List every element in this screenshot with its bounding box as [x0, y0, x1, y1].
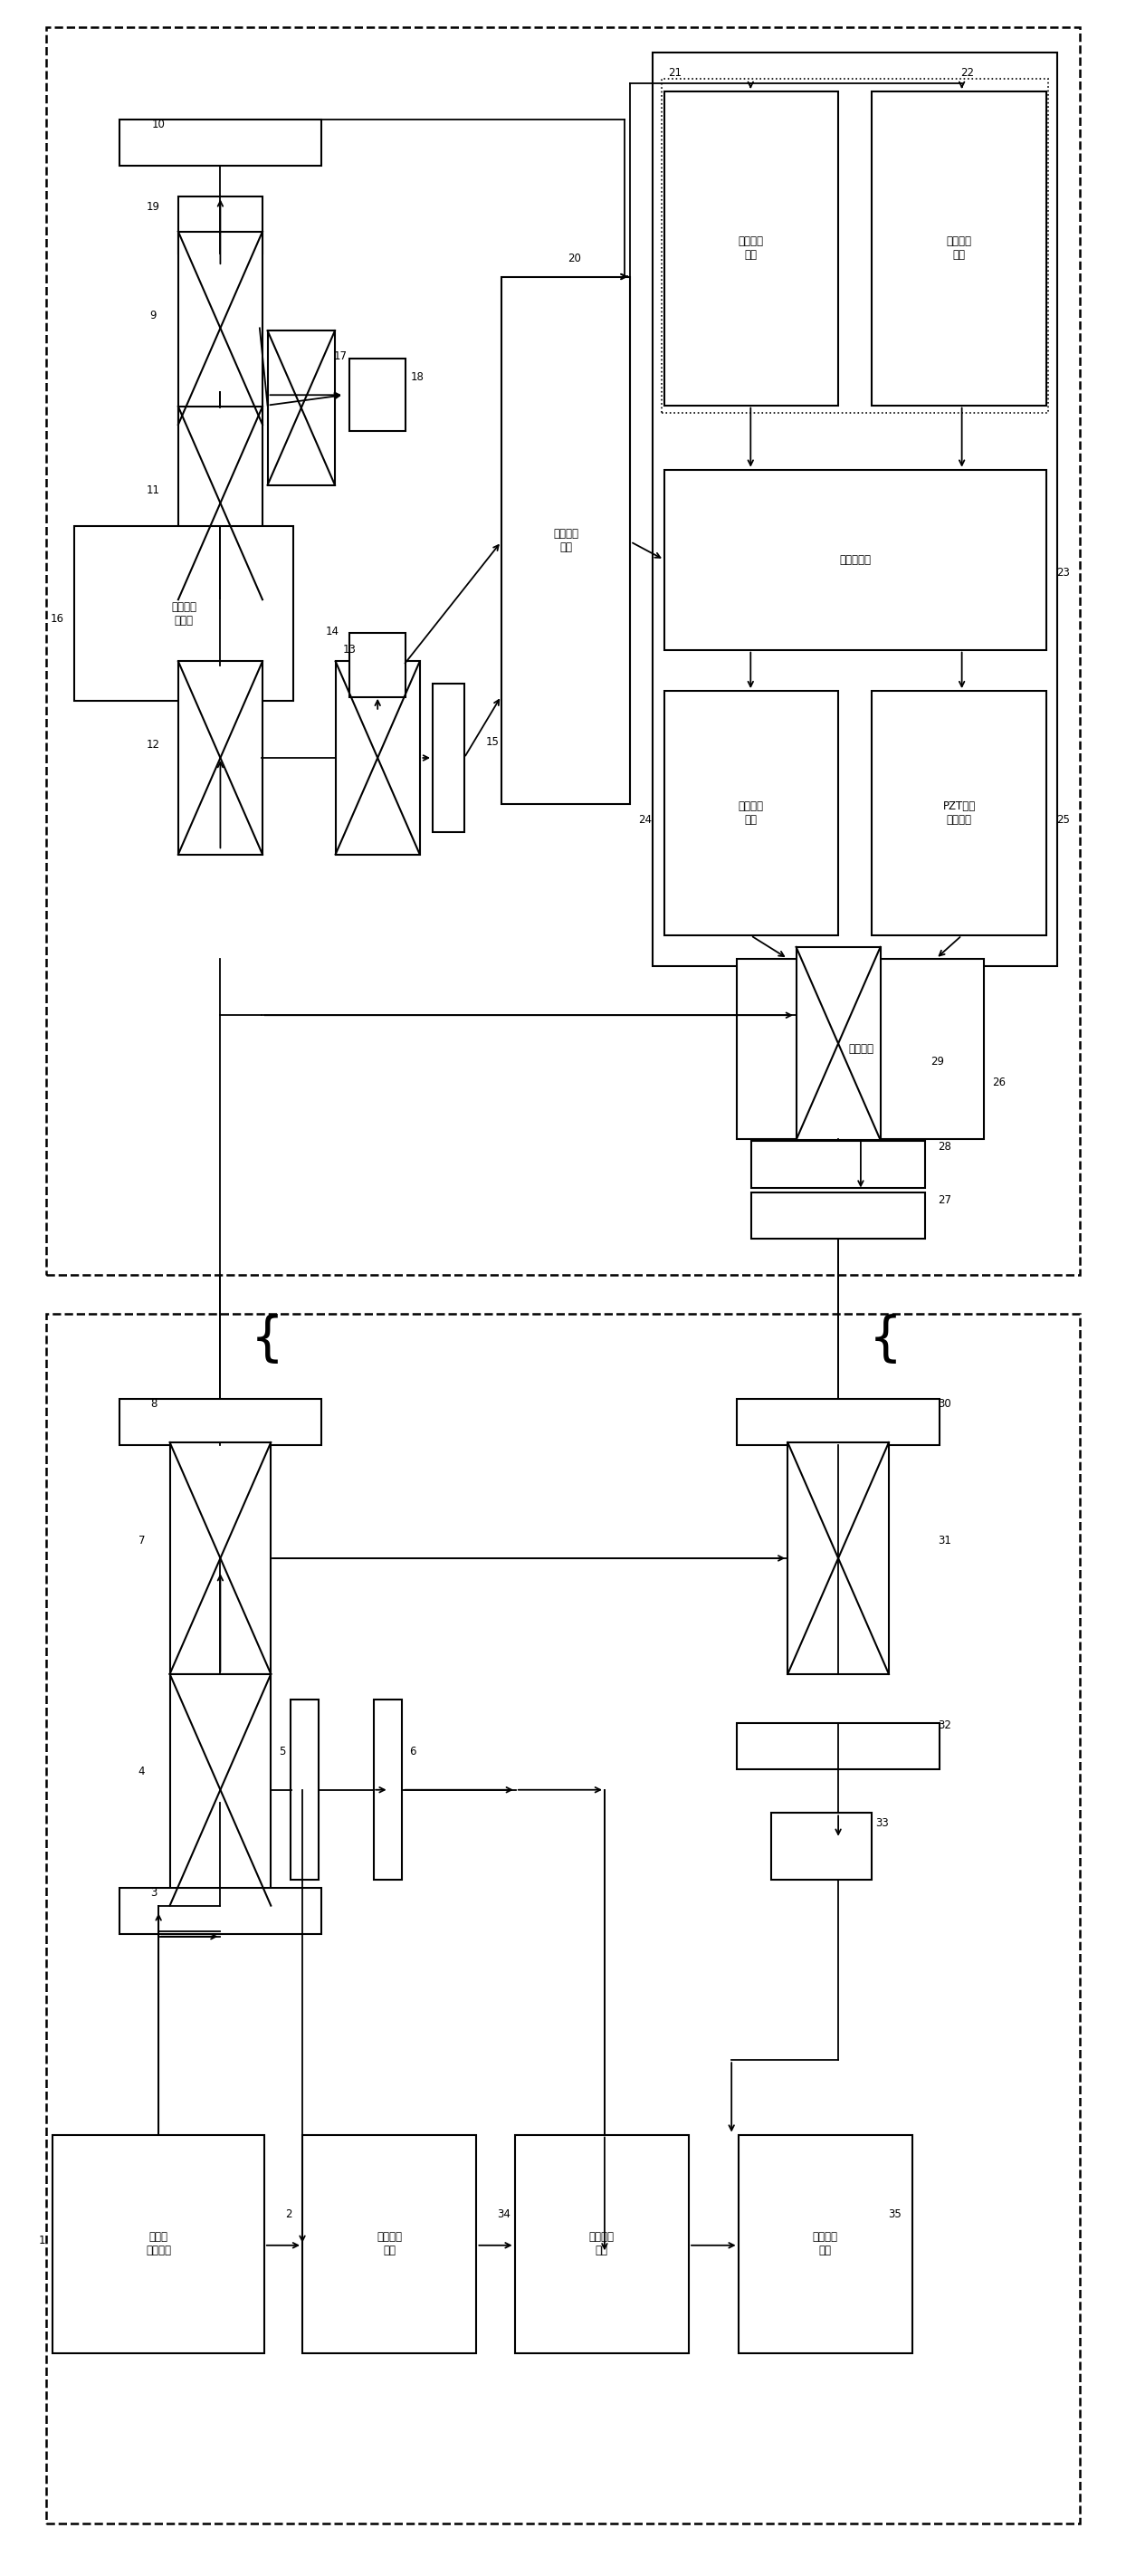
Bar [738, 1723, 939, 1770]
Text: 激光模块: 激光模块 [848, 1043, 874, 1054]
Text: 频率测量
模块: 频率测量 模块 [739, 234, 763, 260]
Bar [664, 690, 838, 935]
Text: 22: 22 [960, 67, 974, 80]
Bar [178, 662, 262, 855]
Text: 21: 21 [669, 67, 682, 80]
Text: 6: 6 [409, 1747, 415, 1757]
Text: 28: 28 [938, 1141, 951, 1151]
Text: 8: 8 [151, 1399, 158, 1409]
Text: {: { [251, 1314, 285, 1365]
Bar [662, 77, 1048, 412]
Text: 27: 27 [938, 1195, 951, 1206]
Text: 26: 26 [992, 1077, 1006, 1087]
Text: 数字控制器: 数字控制器 [839, 554, 870, 567]
Text: 2: 2 [286, 2208, 293, 2221]
Bar [788, 1443, 888, 1674]
Text: 11: 11 [146, 484, 160, 497]
Text: 20: 20 [568, 252, 581, 265]
Bar [268, 330, 334, 484]
Text: 32: 32 [938, 1721, 951, 1731]
Text: 35: 35 [887, 2208, 901, 2221]
Bar [46, 1314, 1080, 2524]
Text: 12: 12 [146, 739, 160, 750]
Bar [53, 2136, 265, 2354]
Bar [336, 662, 420, 855]
Bar [170, 1443, 271, 1674]
Bar [872, 690, 1046, 935]
Text: 信号调理
模块: 信号调理 模块 [553, 528, 579, 554]
Bar [432, 683, 464, 832]
Bar [771, 1814, 872, 1880]
Bar [349, 358, 405, 430]
Text: 9: 9 [150, 309, 157, 322]
Bar [119, 118, 321, 165]
Bar [119, 1888, 321, 1935]
Bar [751, 1141, 926, 1188]
Text: 23: 23 [1056, 567, 1070, 580]
Bar [751, 1193, 926, 1239]
Bar [119, 1399, 321, 1445]
Text: 7: 7 [138, 1535, 145, 1546]
Bar [291, 1700, 319, 1880]
Bar [653, 52, 1057, 966]
Bar [374, 1700, 402, 1880]
Bar [349, 634, 405, 698]
Text: 5: 5 [279, 1747, 286, 1757]
Text: 34: 34 [497, 2208, 510, 2221]
Text: 正交相位
模块: 正交相位 模块 [946, 234, 972, 260]
Bar [739, 2136, 912, 2354]
Text: 24: 24 [638, 814, 652, 824]
Text: 相位细分
模块: 相位细分 模块 [589, 2231, 615, 2257]
Text: 光学相位
延迟器: 光学相位 延迟器 [171, 600, 197, 626]
Text: 1: 1 [38, 2233, 45, 2246]
Text: 29: 29 [930, 1056, 944, 1066]
Text: 位移计算
模块: 位移计算 模块 [813, 2231, 838, 2257]
Text: 33: 33 [875, 1819, 888, 1829]
Bar [74, 526, 294, 701]
Bar [178, 232, 262, 425]
Bar [664, 90, 838, 404]
Text: 18: 18 [410, 371, 423, 384]
Text: 15: 15 [485, 737, 499, 747]
Text: 10: 10 [152, 118, 166, 131]
Bar [872, 90, 1046, 404]
Text: 17: 17 [333, 350, 347, 363]
Text: 频率控制
模块: 频率控制 模块 [377, 2231, 402, 2257]
Bar [178, 407, 262, 600]
Text: {: { [868, 1314, 902, 1365]
Bar [46, 26, 1080, 1275]
Bar [501, 276, 631, 804]
Text: 16: 16 [51, 613, 64, 626]
Text: 30: 30 [938, 1399, 951, 1409]
Text: PZT驱动
控制模块: PZT驱动 控制模块 [942, 801, 975, 827]
Bar [738, 958, 984, 1139]
Text: 温度控制
模块: 温度控制 模块 [739, 801, 763, 827]
Bar [178, 196, 262, 252]
Bar [170, 1674, 271, 1906]
Bar [515, 2136, 689, 2354]
Text: 双频模
激光模块: 双频模 激光模块 [146, 2231, 171, 2257]
Bar [796, 948, 881, 1141]
Bar [738, 1399, 939, 1445]
Text: 4: 4 [138, 1767, 145, 1777]
Text: 31: 31 [938, 1535, 951, 1546]
Text: 14: 14 [325, 626, 339, 639]
Bar [664, 469, 1046, 649]
Text: 19: 19 [146, 201, 160, 214]
Text: 3: 3 [151, 1886, 158, 1899]
Text: 25: 25 [1056, 814, 1070, 824]
Text: 13: 13 [342, 644, 356, 657]
Bar [303, 2136, 476, 2354]
